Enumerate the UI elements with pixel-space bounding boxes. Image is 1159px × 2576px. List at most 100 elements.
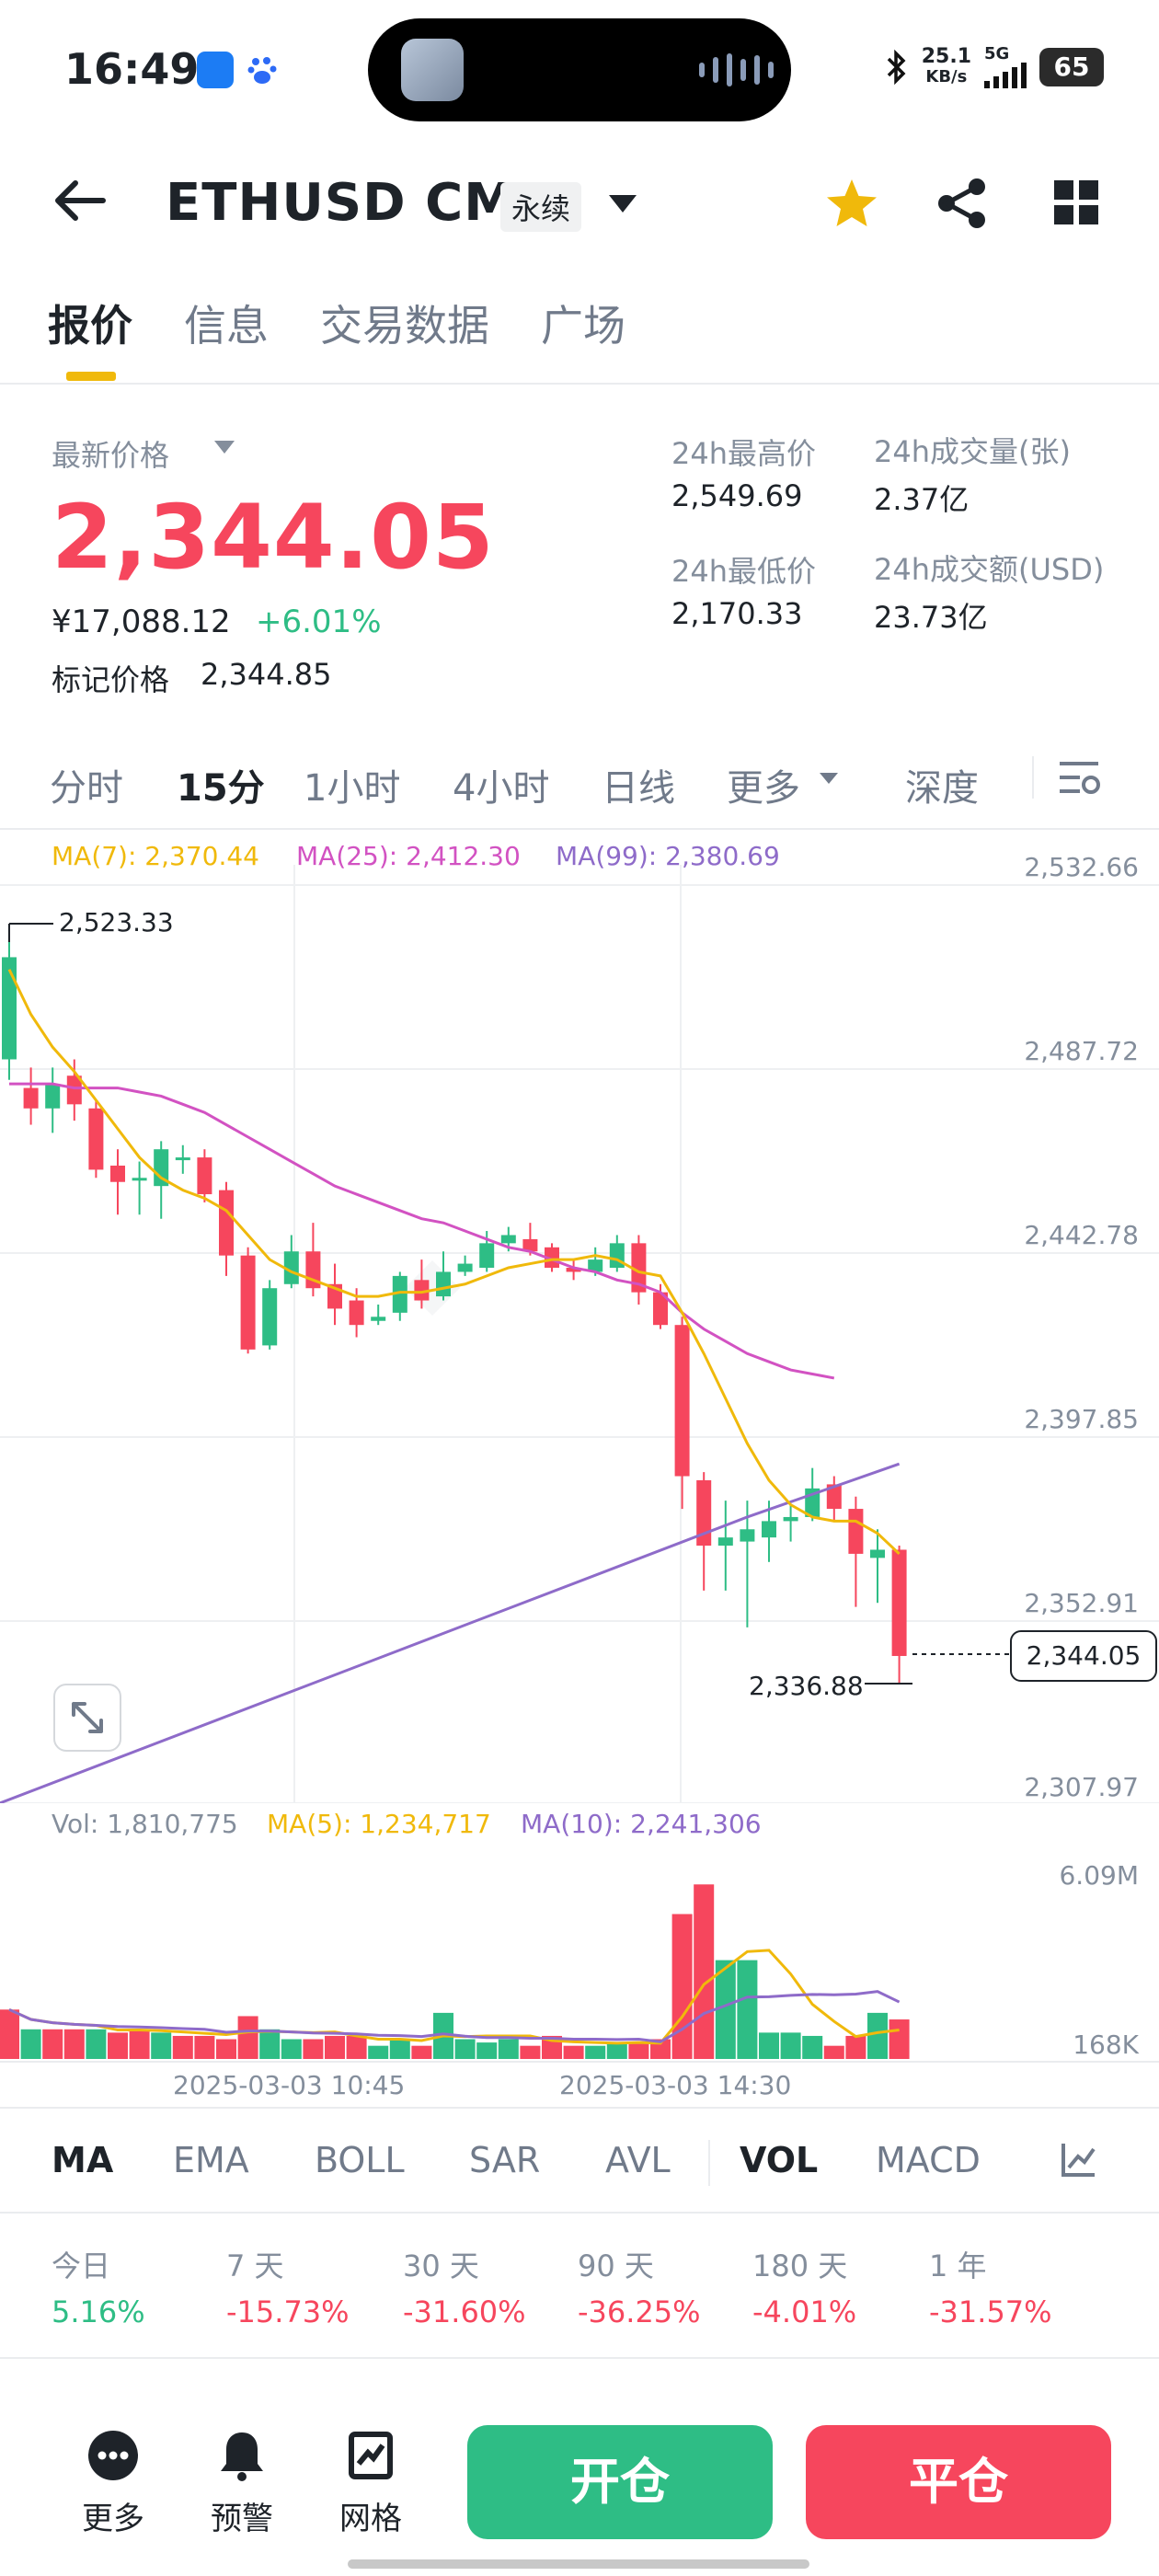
indicator-sar[interactable]: SAR (469, 2140, 541, 2180)
candle (545, 1243, 559, 1272)
candle (305, 1223, 321, 1297)
share-icon[interactable] (936, 177, 988, 234)
close-position-button[interactable]: 平仓 (806, 2425, 1111, 2539)
candle (45, 1067, 61, 1133)
ma99-line (0, 1462, 901, 1803)
chart-settings-icon[interactable] (1058, 758, 1102, 802)
indicator-settings-icon[interactable] (1060, 2140, 1098, 2182)
candle (717, 1501, 733, 1591)
volume-bar (759, 2032, 779, 2059)
volume-bar (237, 2016, 258, 2059)
perf-label-30d: 30 天 (403, 2248, 479, 2283)
contract-type-badge: 永续 (500, 182, 582, 232)
more-icon (88, 2431, 138, 2480)
y-axis-label: 2,442.78 (1024, 1220, 1139, 1250)
tab-active-indicator (66, 372, 116, 381)
indicator-avl[interactable]: AVL (605, 2140, 671, 2180)
alert-button[interactable]: 预警 (208, 2429, 276, 2538)
latest-price: 2,344.05 (52, 486, 495, 589)
candle (826, 1476, 842, 1522)
low-24h-value: 2,170.33 (671, 596, 803, 631)
indicator-divider-bottom (0, 2212, 1159, 2214)
candle (783, 1504, 798, 1542)
interval-more[interactable]: 更多 (727, 767, 800, 810)
mark-price-label: 标记价格 (52, 662, 170, 697)
candle (262, 1280, 278, 1350)
volume-bar (606, 2042, 627, 2059)
home-indicator[interactable] (348, 2559, 809, 2569)
interval-1h[interactable]: 1小时 (304, 767, 401, 810)
y-axis-label: 2,397.85 (1024, 1404, 1139, 1434)
last-price-tag[interactable]: 2,344.05 (1010, 1630, 1157, 1682)
volume-bar (368, 2045, 389, 2059)
tab-quote[interactable]: 报价 (48, 301, 132, 351)
grid-trading-button[interactable]: 网格 (337, 2429, 405, 2538)
tab-trading-data[interactable]: 交易数据 (320, 301, 489, 351)
perf-value-1y: -31.57% (929, 2294, 1052, 2329)
perf-label-today: 今日 (52, 2248, 111, 2283)
volume-bar (715, 1960, 736, 2059)
volume-bar (216, 2039, 236, 2059)
indicator-ema[interactable]: EMA (173, 2140, 249, 2180)
x-axis-label: 2025-03-03 10:45 (173, 2070, 406, 2100)
y-axis-label: 2,307.97 (1024, 1772, 1139, 1802)
high-price-marker-label: 2,523.33 (59, 907, 174, 937)
vol-ma10-line (8, 1990, 901, 2043)
volume-bar (325, 2035, 345, 2059)
volume-bar (281, 2039, 302, 2059)
volume-bar (498, 2039, 519, 2059)
symbol-dropdown-icon[interactable] (607, 193, 638, 219)
high-marker (8, 923, 53, 942)
back-icon[interactable] (53, 178, 107, 226)
high-24h-label: 24h最高价 (671, 436, 817, 471)
interval-bar-divider (0, 828, 1159, 830)
vol-axis-min: 168K (1073, 2030, 1139, 2060)
candle (371, 1304, 386, 1326)
indicator-ma[interactable]: MA (52, 2140, 114, 2180)
candle (436, 1251, 451, 1301)
indicator-vol[interactable]: VOL (740, 2140, 819, 2180)
ma7-line (7, 969, 901, 1556)
candle (566, 1259, 581, 1281)
layout-grid-icon[interactable] (1052, 178, 1100, 230)
candlestick-chart[interactable] (0, 865, 1159, 1803)
ma7-legend: MA(7): 2,370.44 (52, 841, 259, 871)
price-cny: ¥17,088.12 (52, 604, 231, 640)
candle (891, 1546, 907, 1685)
expand-chart-icon[interactable] (53, 1684, 121, 1752)
low-24h-label: 24h最低价 (671, 554, 817, 589)
dynamic-island[interactable] (368, 18, 791, 121)
candle (2, 924, 17, 1080)
candle (696, 1472, 712, 1591)
interval-depth[interactable]: 深度 (905, 767, 979, 810)
latest-price-dropdown-icon[interactable] (213, 440, 235, 458)
open-position-button[interactable]: 开仓 (467, 2425, 773, 2539)
bluetooth-icon (887, 49, 906, 86)
indicator-boll[interactable]: BOLL (315, 2140, 405, 2180)
indicator-macd[interactable]: MACD (876, 2140, 981, 2180)
interval-4h[interactable]: 4小时 (453, 767, 550, 810)
volume-chart[interactable] (0, 1849, 1159, 2061)
candle (740, 1501, 755, 1627)
tab-square[interactable]: 广场 (541, 301, 625, 351)
status-time: 16:49 (64, 44, 200, 94)
candle (283, 1235, 299, 1289)
symbol-title[interactable]: ETHUSD CM (166, 173, 516, 233)
volume-bar (42, 2029, 63, 2059)
more-button[interactable]: 更多 (79, 2429, 147, 2538)
volume-24h-value: 2.37亿 (874, 482, 970, 517)
volume-bar (845, 2035, 866, 2059)
candle (327, 1263, 342, 1326)
interval-15m[interactable]: 15分 (177, 767, 265, 810)
interval-fenshi[interactable]: 分时 (50, 767, 123, 810)
candle (457, 1255, 473, 1276)
candle (674, 1317, 690, 1510)
interval-daily[interactable]: 日线 (602, 767, 675, 810)
perf-value-90d: -36.25% (578, 2294, 701, 2329)
favorite-star-icon[interactable] (824, 177, 879, 234)
interval-more-dropdown-icon[interactable] (819, 771, 839, 788)
candle (23, 1067, 39, 1125)
candle (132, 1161, 147, 1215)
volume-bar (563, 2045, 584, 2059)
tab-info[interactable]: 信息 (184, 301, 269, 351)
